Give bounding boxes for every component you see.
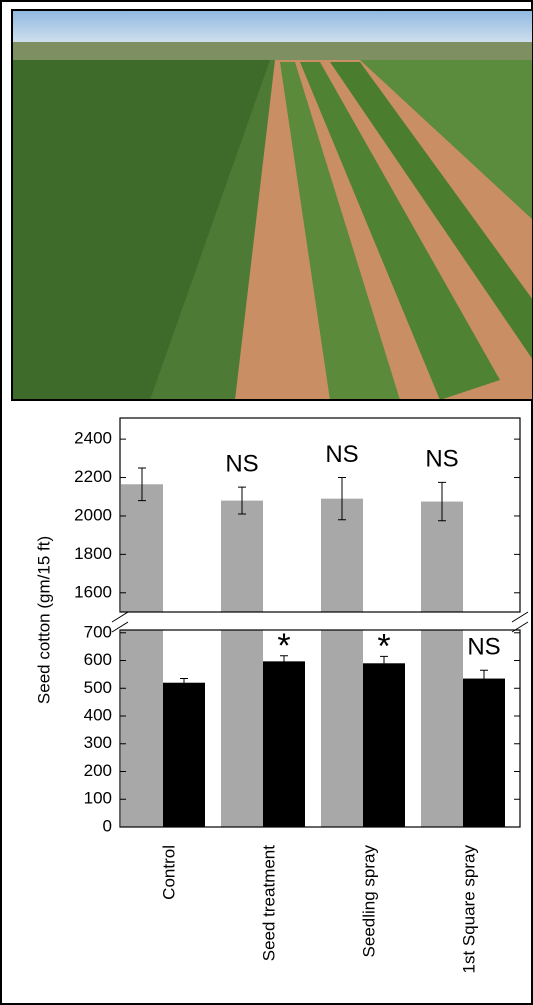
significance-label: NS [467,634,500,661]
error-bar [380,655,388,671]
significance-label: NS [425,446,458,473]
y-tick-label: 2200 [74,467,112,486]
significance-label: * [377,627,390,665]
bar-lower-part [321,630,363,827]
y-tick-label: 100 [84,789,112,808]
error-bar [338,477,346,521]
error-bar [238,486,246,515]
y-tick-label: 2400 [74,429,112,448]
y-tick-label: 400 [84,705,112,724]
photo [11,9,533,401]
y-tick-label: 200 [84,761,112,780]
x-tick-label: Seedling spray [359,845,378,958]
error-bar [280,655,288,668]
significance-label: * [277,627,290,665]
x-tick-label: 1st Square spray [459,845,478,974]
error-bar [180,678,188,688]
y-tick-label: 700 [84,622,112,641]
bar [463,678,505,827]
y-tick-label: 0 [103,816,112,835]
bar-lower-part [121,630,163,827]
y-tick-label: 1600 [74,582,112,601]
significance-label: NS [225,450,258,477]
x-tick-label: Control [159,845,178,900]
bar [263,661,305,827]
error-bar [438,481,446,522]
break-mark [111,611,129,633]
y-tick-label: 500 [84,678,112,697]
significance-label: NS [325,441,358,468]
error-bar [480,669,488,688]
plot-frame [119,629,521,828]
bar [163,682,205,827]
y-tick-label: 300 [84,733,112,752]
break-mark [511,611,529,633]
bar [221,500,263,612]
bar [363,663,405,827]
error-bar [138,467,146,502]
y-tick-label: 1800 [74,544,112,563]
y-tick-label: 2000 [74,505,112,524]
y-tick-label: 600 [84,650,112,669]
y-axis-label: Seed cotton (gm/15 ft) [34,536,53,704]
bar-lower-part [221,630,263,827]
bar [121,484,163,612]
x-tick-label: Seed treatment [259,845,278,962]
bar-lower-part [421,630,463,827]
plot-frame [119,417,521,613]
